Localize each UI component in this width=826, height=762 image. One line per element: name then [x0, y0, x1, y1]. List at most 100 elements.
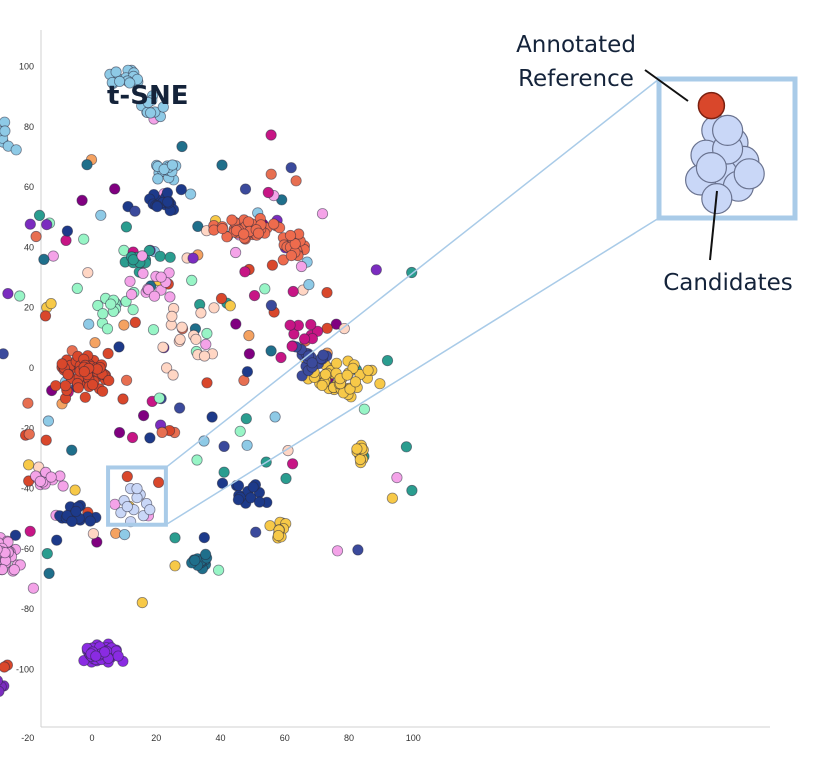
x-tick-label: 40 [216, 733, 226, 743]
scatter-point [121, 470, 133, 483]
scatter-point [154, 250, 166, 262]
scatter-point [391, 471, 403, 484]
scatter-point [316, 379, 328, 391]
connector-line-top [165, 78, 660, 469]
scatter-point [195, 307, 207, 319]
y-tick-label: 40 [24, 242, 34, 252]
x-tick-label: 20 [151, 733, 161, 743]
scatter-point [265, 168, 277, 180]
scatter-point [78, 233, 90, 245]
scatter-point [23, 428, 35, 440]
scatter-point [264, 520, 276, 532]
scatter-point [218, 440, 230, 452]
scatter-point [153, 392, 165, 404]
scatter-point [145, 107, 157, 119]
scatter-point [144, 504, 156, 516]
scatter-point [164, 291, 176, 303]
scatter-point [142, 96, 154, 109]
scatter-point [10, 144, 22, 156]
scatter-point [71, 282, 83, 294]
scatter-point [166, 159, 178, 171]
scatter-point [176, 140, 188, 153]
x-tick-label: 60 [280, 733, 290, 743]
scatter-point [97, 308, 109, 320]
scatter-point [119, 528, 131, 541]
scatter-point [66, 515, 78, 528]
annotation-reference-line1: Annotated [516, 32, 636, 58]
scatter-point [241, 439, 253, 451]
scatter-point [185, 188, 197, 200]
scatter-point [79, 391, 91, 403]
scatter-point [126, 431, 139, 444]
y-tick-label: -60 [21, 544, 34, 554]
scatter-point [144, 432, 156, 444]
scatter-point [321, 322, 333, 334]
scatter-point [95, 209, 107, 221]
scatter-point [151, 201, 163, 213]
scatter-point [230, 246, 242, 259]
scatter-point [190, 333, 202, 345]
scatter-point [113, 426, 126, 439]
scatter-point [381, 354, 394, 367]
scatter-point [43, 567, 55, 580]
x-tick-label: 80 [344, 733, 354, 743]
scatter-point [0, 125, 11, 137]
scatter-point [153, 476, 165, 488]
y-tick-label: -100 [16, 664, 34, 674]
scatter-point [72, 382, 84, 394]
scatter-point [406, 484, 418, 497]
scatter-point [120, 221, 133, 233]
scatter-point [400, 441, 412, 453]
scatter-point [57, 480, 69, 492]
scatter-point [321, 286, 333, 299]
scatter-point [176, 321, 188, 333]
scatter-point [109, 183, 121, 195]
scatter-point [70, 505, 82, 517]
scatter-point [117, 393, 129, 405]
connector-line-bottom [165, 217, 660, 526]
scatter-point [239, 183, 252, 195]
scatter-point [239, 266, 251, 278]
scatter-point [216, 223, 228, 235]
scatter-point [213, 564, 225, 576]
scatter-point [319, 368, 332, 380]
scatter-point [374, 378, 386, 390]
y-tick-label: 100 [19, 62, 34, 72]
scatter-point [189, 554, 201, 566]
scatter-point [45, 471, 57, 483]
scatter-point [200, 548, 212, 561]
scatter-point [174, 402, 186, 414]
scatter-point [362, 364, 374, 376]
y-tick-label: -80 [21, 604, 34, 614]
scatter-point [118, 319, 130, 331]
scatter-point [289, 238, 301, 250]
scatter-point [56, 358, 68, 370]
scatter-point [187, 252, 199, 264]
scatter-point [331, 545, 344, 557]
scatter-point [262, 186, 274, 199]
scatter-point [198, 531, 210, 544]
scatter-point [129, 316, 141, 328]
scatter-point [338, 322, 350, 335]
scatter-point [349, 376, 362, 388]
scatter-point [174, 333, 186, 345]
scatter-point [238, 228, 250, 240]
scatter-point [215, 292, 228, 305]
scatter-point [265, 299, 277, 311]
scatter-point [216, 159, 228, 171]
scatter-point [370, 264, 382, 276]
scatter-point [243, 348, 255, 360]
scatter-point [285, 162, 297, 174]
scatter-point [39, 310, 52, 322]
inset-points [684, 91, 765, 215]
scatter-point [286, 458, 299, 470]
y-tick-label: 80 [24, 122, 34, 132]
scatter-point [164, 251, 176, 263]
scatter-point [47, 250, 59, 262]
scatter-point [0, 685, 5, 697]
scatter-point [241, 366, 253, 378]
scatter-point [284, 229, 297, 242]
scatter-point [354, 453, 366, 466]
scatter-point [341, 369, 353, 381]
